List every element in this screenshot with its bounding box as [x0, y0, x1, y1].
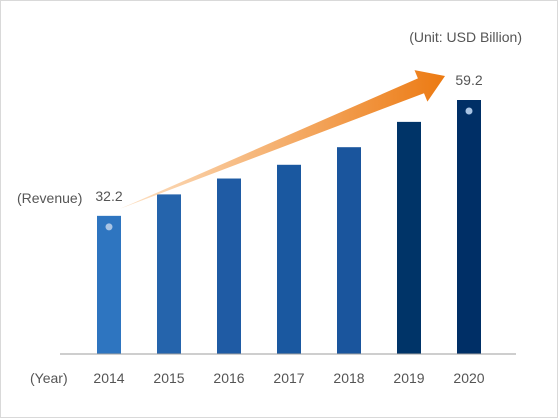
bar-2014 [97, 215, 121, 354]
x-tick-label-2020: 2020 [453, 370, 484, 386]
x-tick-labels: 2014 2015 2016 2017 2018 2019 2020 [93, 370, 484, 386]
bar-2018 [337, 147, 361, 354]
y-axis-label: (Revenue) [17, 190, 82, 206]
marker-dot-2014 [105, 223, 113, 231]
x-tick-label-2014: 2014 [93, 370, 124, 386]
dots-layer [105, 107, 473, 231]
x-tick-label-2016: 2016 [213, 370, 244, 386]
data-label-2020: 59.2 [455, 72, 482, 88]
bars-layer [97, 100, 481, 354]
data-label-2014: 32.2 [95, 188, 122, 204]
x-axis-label: (Year) [30, 370, 68, 386]
trend-arrow [120, 70, 445, 209]
data-labels: 32.2 59.2 [95, 72, 482, 204]
bar-2017 [277, 164, 301, 354]
x-tick-label-2019: 2019 [393, 370, 424, 386]
bar-2016 [217, 178, 241, 354]
marker-dot-2020 [465, 107, 473, 115]
bar-2020 [457, 100, 481, 354]
x-tick-label-2018: 2018 [333, 370, 364, 386]
unit-label: (Unit: USD Billion) [409, 29, 522, 45]
x-tick-label-2017: 2017 [273, 370, 304, 386]
bar-2015 [157, 194, 181, 354]
bar-2019 [397, 121, 421, 354]
x-tick-label-2015: 2015 [153, 370, 184, 386]
